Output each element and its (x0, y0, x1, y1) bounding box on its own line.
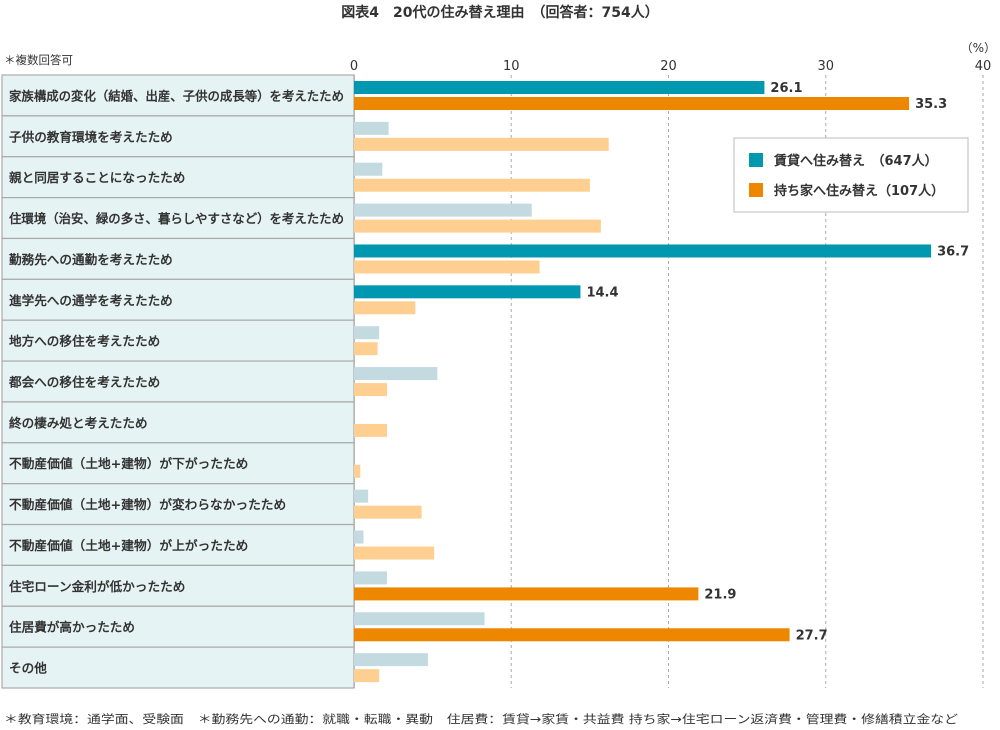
data-label: 36.7 (937, 244, 969, 259)
bar-rental (354, 121, 389, 135)
category-cell (1, 523, 355, 566)
category-label: 親と同居することになったため (9, 170, 185, 185)
bar-rental (354, 612, 485, 626)
bar-owned (354, 260, 540, 274)
legend: 賃貸へ住み替え （647人） 持ち家へ住み替え（107人） (733, 137, 969, 213)
bar-owned (354, 342, 378, 356)
data-label: 35.3 (915, 97, 947, 112)
bar-rental (354, 244, 932, 258)
bar-rental (354, 489, 369, 503)
category-label: 家族構成の変化（結婚、出産、子供の成長等）を考えたため (9, 88, 344, 103)
category-label: 地方への移住を考えたため (9, 334, 160, 349)
bar-rental (354, 653, 428, 667)
x-tick-label: 20 (660, 59, 677, 74)
category-cell (1, 564, 355, 607)
category-cell (1, 278, 355, 321)
legend-label-rental: 賃貸へ住み替え （647人） (773, 153, 938, 169)
category-label: 不動産価値（土地+建物）が変わらなかったため (9, 497, 286, 512)
category-cell (1, 74, 355, 117)
bar-rental (354, 81, 765, 94)
category-cell (1, 360, 355, 403)
category-cell (1, 401, 355, 444)
bar-rental (354, 285, 581, 299)
data-label: 21.9 (704, 587, 736, 602)
x-tick-label: 40 (975, 59, 992, 74)
unit-label: （%） (961, 41, 996, 55)
category-label: その他 (9, 661, 47, 676)
bar-owned (354, 464, 361, 478)
x-tick-label: 30 (817, 59, 834, 74)
category-label: 住居費が高かったため (9, 620, 135, 635)
category-cell (1, 605, 355, 648)
bar-rental (354, 571, 388, 585)
bar-owned (354, 546, 435, 560)
category-cell (1, 319, 355, 362)
legend-label-owned: 持ち家へ住み替え（107人） (774, 183, 944, 199)
category-label: 住宅ローン金利が低かったため (9, 579, 185, 594)
category-cell (1, 237, 355, 280)
category-label: 住環境（治安、緑の多さ、暮らしやすさなど）を考えたため (9, 211, 344, 226)
bar-rental (354, 162, 383, 176)
bar-owned (354, 97, 910, 110)
bar-owned (354, 137, 609, 151)
legend-swatch-owned (749, 183, 763, 197)
category-label: 進学先への通学を考えたため (9, 293, 173, 308)
x-tick-label: 0 (350, 59, 358, 74)
category-label: 不動産価値（土地+建物）が上がったため (9, 538, 248, 553)
bar-owned (354, 628, 790, 642)
category-cell (1, 197, 355, 240)
bar-owned (354, 383, 388, 397)
x-tick-label: 10 (503, 59, 520, 74)
bar-owned (354, 587, 699, 601)
bar-rental (354, 367, 438, 381)
chart-title: 図表4 20代の住み替え理由 （回答者：754人） (341, 4, 658, 21)
category-cell (1, 646, 355, 689)
multiple-answer-note: ＊複数回答可 (4, 53, 73, 67)
category-label: 不動産価値（土地+建物）が下がったため (9, 456, 248, 471)
bar-owned (354, 505, 422, 519)
category-label: 終の棲み処と考えたため (9, 415, 148, 430)
category-cell (1, 156, 355, 199)
footnote: ＊教育環境：通学面、受験面 ＊勤務先への通勤：就職・転職・異動 住居費：賃貸→家… (4, 712, 959, 726)
bar-owned (354, 301, 416, 315)
data-label: 27.7 (796, 628, 828, 643)
category-label: 勤務先への通勤を考えたため (9, 252, 173, 267)
data-label: 14.4 (586, 285, 618, 300)
bar-owned (354, 423, 388, 437)
bar-rental (354, 530, 364, 544)
data-label: 26.1 (770, 81, 802, 96)
category-label: 子供の教育環境を考えたため (9, 129, 173, 144)
legend-swatch-rental (749, 153, 763, 167)
category-label: 都会への移住を考えたため (8, 375, 160, 390)
category-cell (1, 483, 355, 526)
bar-rental (354, 203, 532, 217)
bar-rental (354, 326, 380, 340)
category-cell (1, 442, 355, 485)
bar-owned (354, 669, 380, 683)
bar-owned (354, 219, 601, 233)
bar-owned (354, 178, 590, 192)
